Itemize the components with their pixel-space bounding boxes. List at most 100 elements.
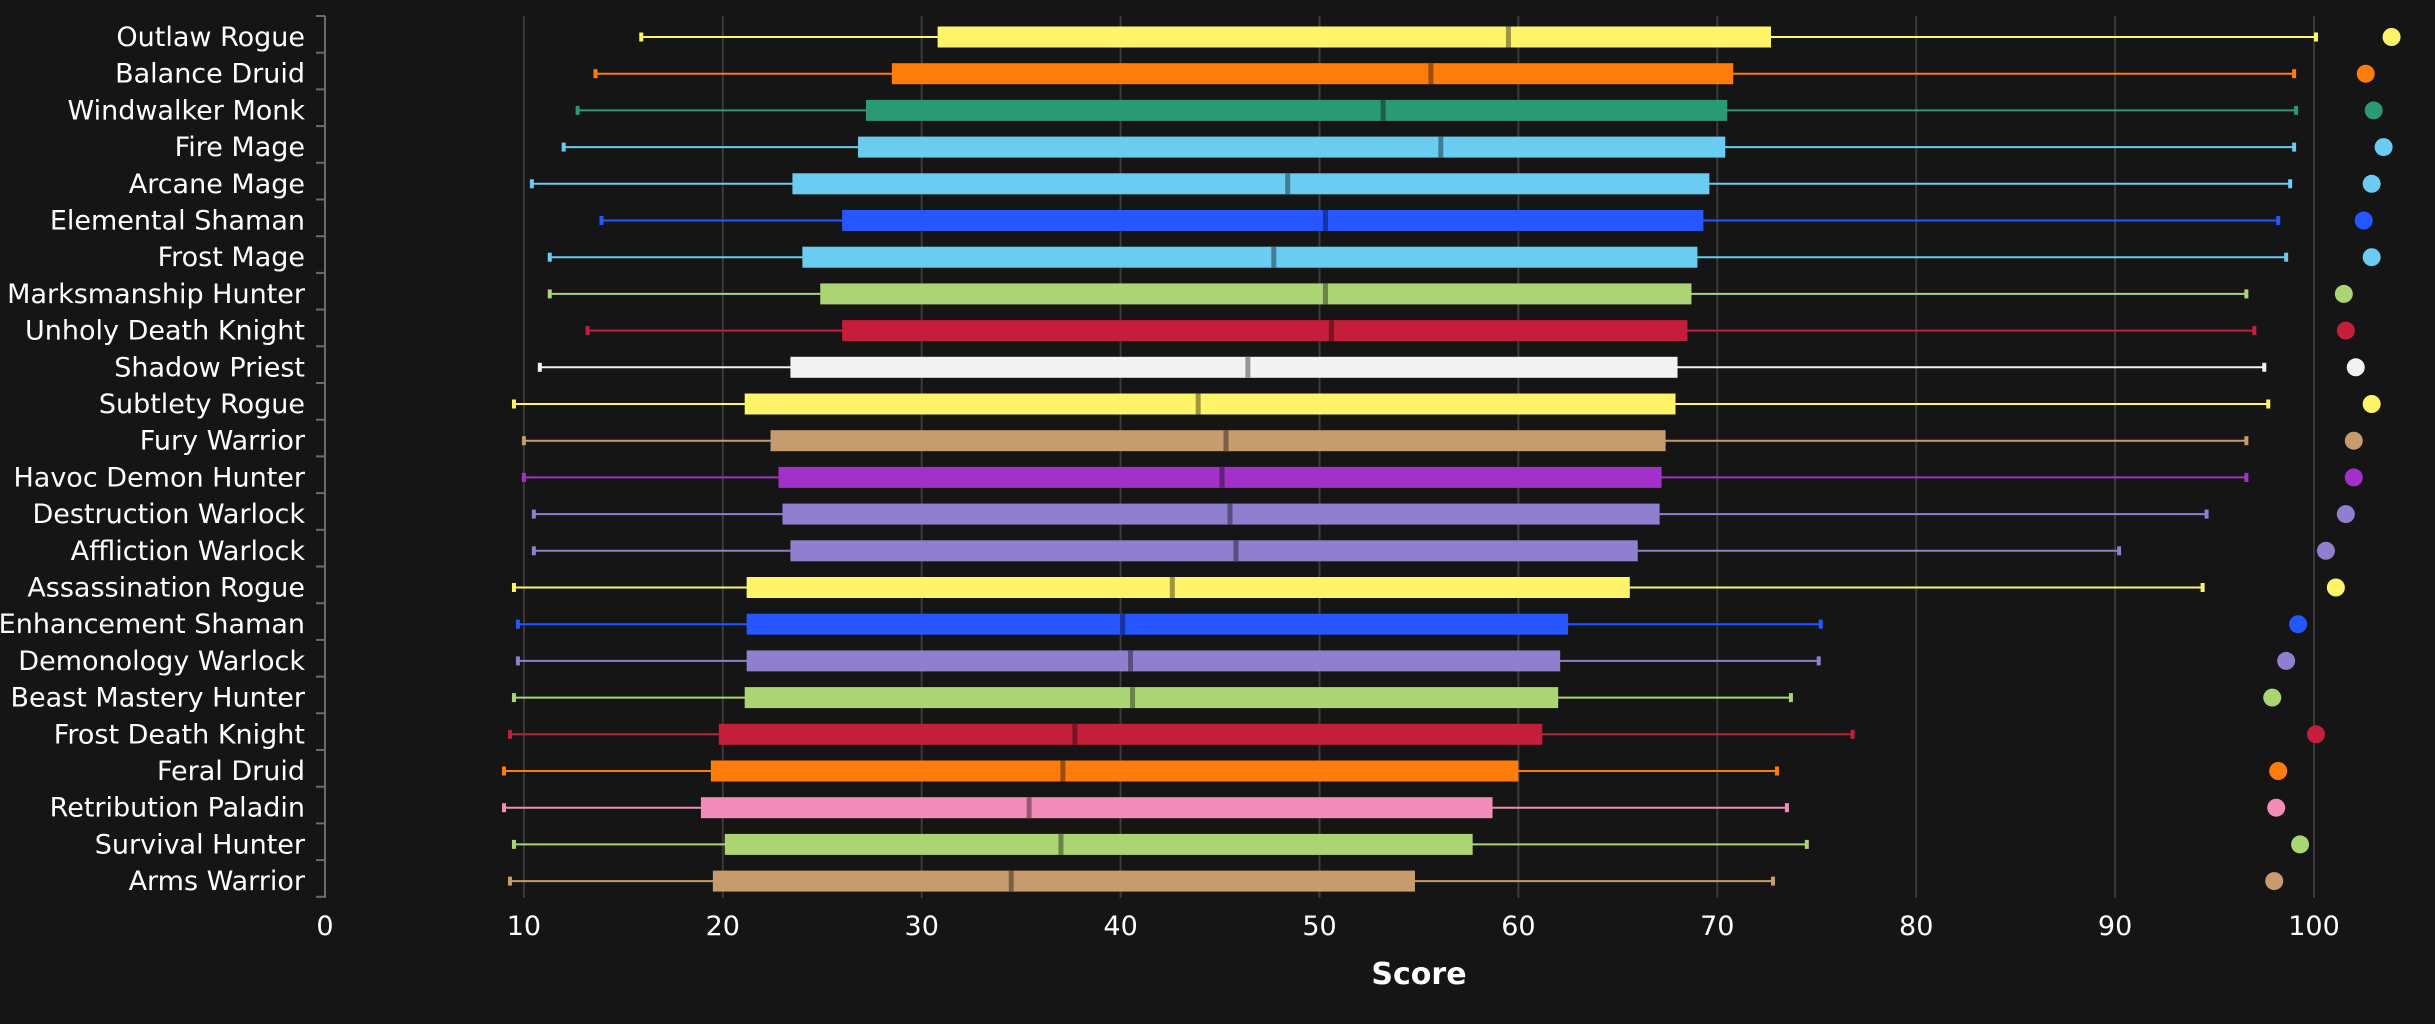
category-label: Survival Hunter — [95, 829, 306, 860]
iqr-box — [842, 210, 1704, 231]
outlier-point — [2356, 64, 2375, 83]
box-shadow-priest — [537, 356, 2267, 378]
whisker-cap-min — [529, 179, 534, 189]
outlier-point — [2344, 468, 2363, 487]
iqr-box — [744, 687, 1559, 709]
iqr-box — [724, 833, 1473, 855]
median-line — [1060, 760, 1066, 782]
iqr-box — [746, 577, 1630, 598]
median-line — [1223, 430, 1229, 452]
box-arcane-mage — [529, 173, 2293, 195]
median-line — [1285, 173, 1291, 195]
median-line — [1219, 466, 1225, 488]
outlier-point — [2289, 615, 2308, 634]
box-feral-druid — [502, 760, 1779, 782]
outlier-point — [2362, 174, 2381, 193]
x-tick-label: 60 — [1501, 911, 1535, 942]
whisker-cap-max — [2284, 252, 2289, 262]
whisker-cap-min — [547, 252, 552, 262]
box-balance-druid — [593, 63, 2297, 85]
category-label: Destruction Warlock — [32, 499, 305, 530]
category-label: Marksmanship Hunter — [7, 279, 306, 310]
median-line — [1120, 613, 1126, 635]
whisker-cap-min — [521, 472, 526, 482]
box-unholy-death-knight — [585, 320, 2257, 342]
whisker-cap-min — [639, 32, 644, 42]
whisker-cap-max — [2266, 399, 2271, 409]
whisker-cap-max — [2262, 362, 2267, 372]
x-tick-label: 100 — [2288, 911, 2340, 942]
whisker-cap-max — [2244, 289, 2249, 299]
box-destruction-warlock — [531, 503, 2209, 525]
median-line — [1195, 393, 1201, 415]
outlier-point — [2346, 358, 2365, 377]
category-label: Subtlety Rogue — [99, 389, 305, 420]
iqr-box — [937, 26, 1772, 48]
median-line — [1428, 63, 1434, 85]
box-beast-mastery-hunter — [511, 687, 1793, 709]
whisker-cap-min — [511, 583, 516, 592]
whisker-cap-max — [2252, 326, 2257, 336]
iqr-box — [802, 246, 1698, 268]
category-label: Fury Warrior — [140, 426, 306, 457]
iqr-box — [746, 650, 1561, 672]
median-line — [1322, 210, 1328, 231]
whisker-cap-min — [511, 399, 516, 409]
whisker-cap-min — [507, 729, 512, 739]
category-label: Feral Druid — [157, 756, 305, 787]
whisker-cap-max — [1816, 656, 1821, 666]
whisker-cap-min — [561, 142, 566, 152]
outlier-point — [2336, 321, 2355, 340]
category-label: Elemental Shaman — [50, 206, 305, 237]
iqr-box — [891, 63, 1734, 85]
x-tick-label: 30 — [905, 911, 939, 942]
iqr-box — [820, 283, 1692, 305]
box-outlaw-rogue — [639, 26, 2318, 48]
whisker-cap-min — [575, 105, 580, 115]
box-survival-hunter — [511, 833, 1809, 855]
whisker-cap-min — [537, 362, 542, 372]
category-label: Affliction Warlock — [71, 536, 306, 567]
iqr-box — [782, 503, 1660, 525]
x-tick-label: 0 — [316, 911, 333, 942]
whisker-cap-min — [502, 766, 507, 776]
whisker-cap-max — [1774, 766, 1779, 776]
box-fire-mage — [561, 136, 2297, 158]
x-tick-label: 80 — [1899, 911, 1933, 942]
category-label: Demonology Warlock — [18, 646, 305, 677]
outlier-point — [2263, 688, 2282, 707]
iqr-box — [866, 99, 1728, 121]
whisker-cap-min — [515, 619, 520, 629]
median-line — [1328, 320, 1334, 342]
whisker-cap-min — [521, 436, 526, 446]
whisker-cap-max — [2244, 472, 2249, 482]
x-tick-label: 50 — [1302, 911, 1336, 942]
box-windwalker-monk — [575, 99, 2299, 121]
whisker-cap-min — [511, 839, 516, 849]
category-label: Retribution Paladin — [50, 793, 305, 824]
outlier-point — [2277, 651, 2296, 670]
outlier-point — [2336, 505, 2355, 524]
outlier-point — [2354, 211, 2373, 230]
whisker-cap-min — [599, 216, 604, 225]
category-label: Assassination Rogue — [27, 573, 305, 604]
outlier-point — [2334, 284, 2353, 303]
whisker-cap-max — [2294, 105, 2299, 115]
category-label: Arcane Mage — [129, 169, 305, 200]
median-line — [1169, 577, 1175, 598]
median-line — [1026, 797, 1032, 819]
median-line — [1128, 650, 1134, 672]
median-line — [1505, 26, 1511, 48]
median-line — [1380, 99, 1386, 121]
whisker-cap-max — [1818, 619, 1823, 629]
category-label: Outlaw Rogue — [116, 22, 305, 53]
median-line — [1438, 136, 1444, 158]
box-arms-warrior — [507, 870, 1775, 892]
median-line — [1227, 503, 1233, 525]
iqr-box — [770, 430, 1666, 452]
outlier-point — [2291, 835, 2310, 854]
whisker-cap-max — [2313, 32, 2318, 42]
median-line — [1245, 356, 1251, 378]
